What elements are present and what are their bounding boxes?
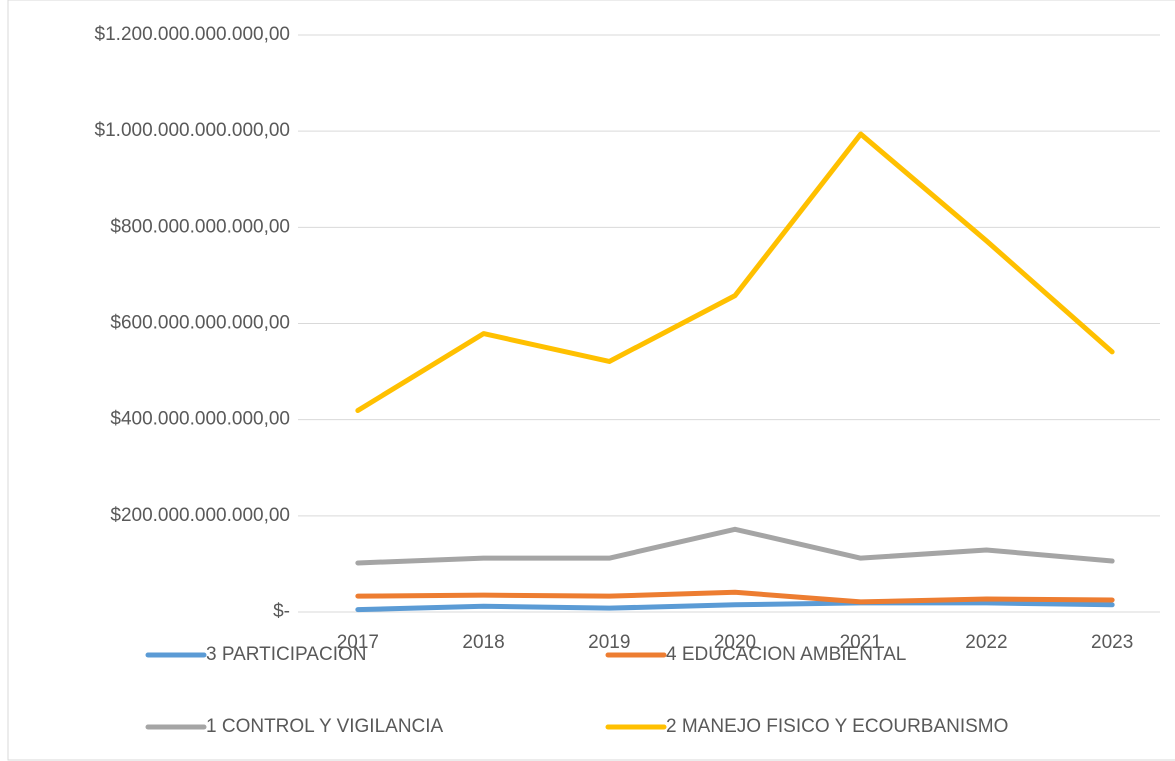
- y-tick-label: $-: [273, 601, 290, 622]
- x-tick-label: 2022: [965, 632, 1007, 653]
- series-line: [355, 131, 1115, 414]
- y-tick-label: $800.000.000.000,00: [110, 216, 290, 237]
- x-tick-label: 2017: [337, 632, 379, 653]
- series-line: [355, 600, 1115, 613]
- legend-label: 4 EDUCACION AMBIENTAL: [666, 644, 906, 665]
- x-tick-label: 2020: [714, 632, 756, 653]
- y-tick-label: $200.000.000.000,00: [110, 505, 290, 526]
- y-tick-label: $1.000.000.000.000,00: [95, 120, 290, 141]
- y-tick-label: $400.000.000.000,00: [110, 409, 290, 430]
- legend-label: 2 MANEJO FISICO Y ECOURBANISMO: [666, 716, 1008, 737]
- y-tick-label: $1.200.000.000.000,00: [95, 24, 290, 45]
- x-tick-label: 2021: [840, 632, 882, 653]
- legend-label: 1 CONTROL Y VIGILANCIA: [206, 716, 444, 737]
- series-line: [355, 526, 1115, 566]
- chart-border: [7, 0, 1175, 761]
- y-tick-label: $600.000.000.000,00: [110, 313, 290, 334]
- x-tick-label: 2023: [1091, 632, 1133, 653]
- series-line: [355, 589, 1115, 605]
- x-tick-label: 2019: [588, 632, 630, 653]
- legend-label: 3 PARTICIPACION: [206, 644, 366, 665]
- x-tick-label: 2018: [462, 632, 504, 653]
